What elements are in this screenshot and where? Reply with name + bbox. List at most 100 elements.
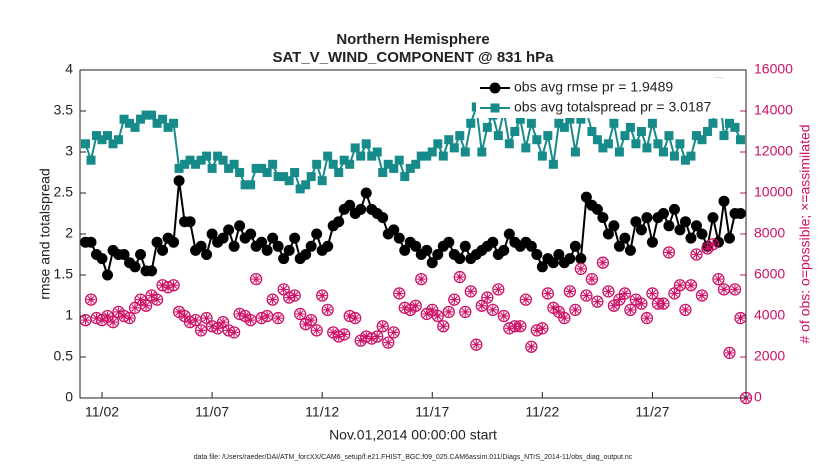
- marker-part: [514, 320, 527, 333]
- data-point: [339, 155, 349, 165]
- data-point: [548, 159, 558, 169]
- data-point: [591, 295, 604, 308]
- data-point: [647, 118, 657, 128]
- data-point: [497, 309, 510, 323]
- data-point: [492, 283, 505, 296]
- data-point: [245, 228, 257, 240]
- data-point: [625, 122, 635, 132]
- data-point: [618, 287, 632, 300]
- data-point: [388, 224, 400, 236]
- data-point: [194, 324, 208, 337]
- data-point: [587, 127, 597, 136]
- data-point: [708, 118, 718, 128]
- marker-part: [313, 326, 321, 334]
- data-point: [454, 253, 466, 265]
- marker-part: [618, 287, 632, 300]
- y-axis-label: rmse and totalspread: [37, 168, 53, 300]
- marker-part: [103, 312, 112, 320]
- data-point: [288, 289, 301, 302]
- data-point: [493, 131, 503, 141]
- data-point: [596, 256, 610, 269]
- data-point: [333, 216, 345, 228]
- marker-part: [147, 291, 156, 300]
- data-point: [426, 257, 438, 269]
- data-point: [106, 315, 120, 329]
- data-point: [323, 151, 333, 161]
- marker-part: [406, 306, 414, 314]
- data-point: [663, 220, 675, 232]
- data-point: [321, 303, 334, 317]
- marker-part: [580, 289, 593, 302]
- marker-part: [181, 312, 189, 320]
- marker-part: [728, 283, 742, 296]
- data-point: [305, 240, 317, 252]
- data-point: [169, 118, 179, 128]
- data-point: [168, 236, 180, 248]
- data-point: [459, 305, 472, 319]
- data-point: [653, 139, 663, 149]
- marker-part: [357, 337, 365, 345]
- data-point: [185, 155, 195, 165]
- data-point: [558, 311, 571, 325]
- data-point: [261, 244, 273, 256]
- marker-part: [635, 297, 648, 310]
- marker-part: [596, 256, 610, 269]
- marker-part: [536, 322, 549, 335]
- marker-part: [423, 310, 431, 318]
- marker-part: [266, 293, 279, 306]
- data-point: [521, 143, 531, 153]
- data-point: [697, 135, 707, 145]
- marker-part: [387, 326, 400, 339]
- data-point: [382, 336, 395, 349]
- data-point: [536, 322, 549, 335]
- marker-part: [453, 270, 466, 284]
- data-point: [345, 159, 355, 169]
- marker-part: [197, 326, 205, 334]
- marker-part: [340, 330, 348, 339]
- data-point: [409, 299, 422, 312]
- data-point: [624, 244, 636, 256]
- data-point: [675, 139, 685, 149]
- marker-part: [294, 307, 307, 321]
- data-point: [603, 139, 613, 149]
- data-point: [344, 199, 356, 211]
- marker-part: [555, 308, 563, 316]
- x-axis-label: Nov.01,2014 00:00:00 start: [329, 427, 497, 443]
- data-point: [174, 163, 184, 173]
- y2-axis-label: # of obs: o=possible; ×=assimilated: [797, 124, 813, 343]
- marker-part: [560, 314, 568, 322]
- marker-part: [437, 320, 450, 333]
- data-point: [114, 135, 124, 145]
- y-tick-label: 2: [65, 225, 73, 241]
- data-point: [372, 147, 382, 157]
- marker-part: [577, 265, 585, 273]
- marker-part: [456, 273, 464, 281]
- data-point: [449, 143, 459, 153]
- data-point: [464, 285, 477, 298]
- marker-part: [544, 289, 552, 298]
- marker-part: [516, 322, 524, 330]
- data-point: [378, 168, 388, 177]
- data-point: [394, 155, 404, 165]
- data-point: [443, 236, 455, 248]
- data-point: [228, 240, 240, 252]
- data-point: [724, 118, 734, 128]
- marker-part: [249, 272, 263, 286]
- data-point: [453, 270, 466, 284]
- data-point: [679, 216, 691, 228]
- marker-part: [305, 313, 318, 327]
- marker-part: [662, 246, 676, 259]
- data-point: [669, 151, 679, 161]
- data-point: [206, 228, 218, 240]
- data-point: [152, 118, 162, 128]
- data-point: [136, 114, 146, 124]
- data-point: [432, 249, 444, 260]
- data-point: [421, 244, 433, 256]
- data-point: [585, 272, 599, 286]
- marker-part: [464, 285, 477, 298]
- data-point: [367, 151, 377, 161]
- data-point: [427, 147, 437, 157]
- marker-part: [522, 296, 530, 304]
- data-point: [526, 118, 536, 128]
- marker-part: [497, 309, 510, 323]
